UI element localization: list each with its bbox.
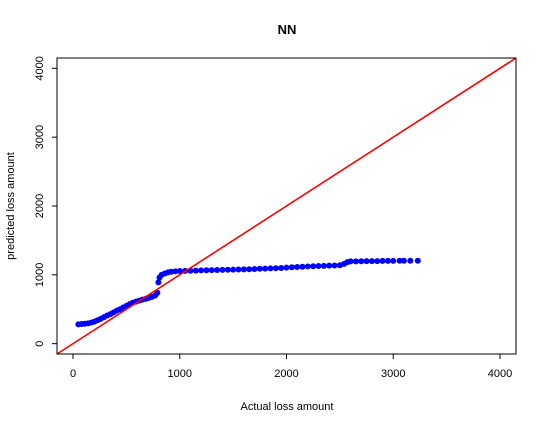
data-point: [390, 257, 397, 264]
data-point: [224, 266, 231, 273]
data-point: [414, 257, 421, 264]
chart-title: NN: [278, 22, 297, 37]
data-point: [230, 266, 237, 273]
y-tick-label: 0: [34, 341, 46, 347]
plot-layer: [56, 57, 517, 355]
x-axis-label: Actual loss amount: [241, 401, 334, 413]
data-point: [192, 267, 199, 274]
data-point: [235, 266, 242, 273]
data-point: [251, 265, 258, 272]
data-point: [320, 262, 327, 269]
y-axis: 0 1000 2000 3000 4000: [34, 56, 57, 347]
data-point: [168, 268, 175, 275]
y-axis-label: predicted loss amount: [5, 152, 17, 260]
data-point: [331, 262, 338, 269]
x-tick-label: 3000: [381, 368, 405, 380]
data-point: [310, 263, 317, 270]
data-point: [400, 257, 407, 264]
data-point: [176, 268, 183, 275]
data-point: [379, 257, 386, 264]
reference-line: [56, 57, 517, 355]
x-tick-label: 4000: [488, 368, 512, 380]
y-tick-label: 2000: [34, 194, 46, 218]
y-tick-label: 4000: [34, 56, 46, 80]
data-point: [246, 266, 253, 273]
y-tick-label: 3000: [34, 125, 46, 149]
data-point: [407, 257, 414, 264]
data-point: [326, 262, 333, 269]
data-point: [384, 257, 391, 264]
data-point: [374, 258, 381, 265]
data-point: [262, 265, 269, 272]
data-point: [315, 263, 322, 270]
data-point: [240, 266, 247, 273]
data-point: [288, 264, 295, 271]
data-point: [294, 263, 301, 270]
data-point: [155, 279, 162, 286]
data-point: [347, 258, 354, 265]
data-point: [267, 265, 274, 272]
data-point: [214, 267, 221, 274]
data-point: [278, 264, 285, 271]
data-point: [299, 263, 306, 270]
data-point: [272, 265, 279, 272]
data-point: [396, 257, 403, 264]
data-point: [304, 263, 311, 270]
data-point: [172, 268, 179, 275]
x-tick-label: 0: [70, 368, 76, 380]
data-point: [358, 258, 365, 265]
data-point: [203, 267, 210, 274]
x-axis: 0 1000 2000 3000 4000: [70, 354, 512, 380]
data-point: [368, 258, 375, 265]
x-tick-label: 1000: [168, 368, 192, 380]
data-point: [208, 267, 215, 274]
x-tick-label: 2000: [274, 368, 298, 380]
data-point: [154, 289, 161, 296]
data-point: [219, 266, 226, 273]
y-tick-label: 1000: [34, 263, 46, 287]
data-point: [256, 265, 263, 272]
data-point: [352, 258, 359, 265]
data-point: [283, 264, 290, 271]
data-point: [198, 267, 205, 274]
data-point: [363, 258, 370, 265]
